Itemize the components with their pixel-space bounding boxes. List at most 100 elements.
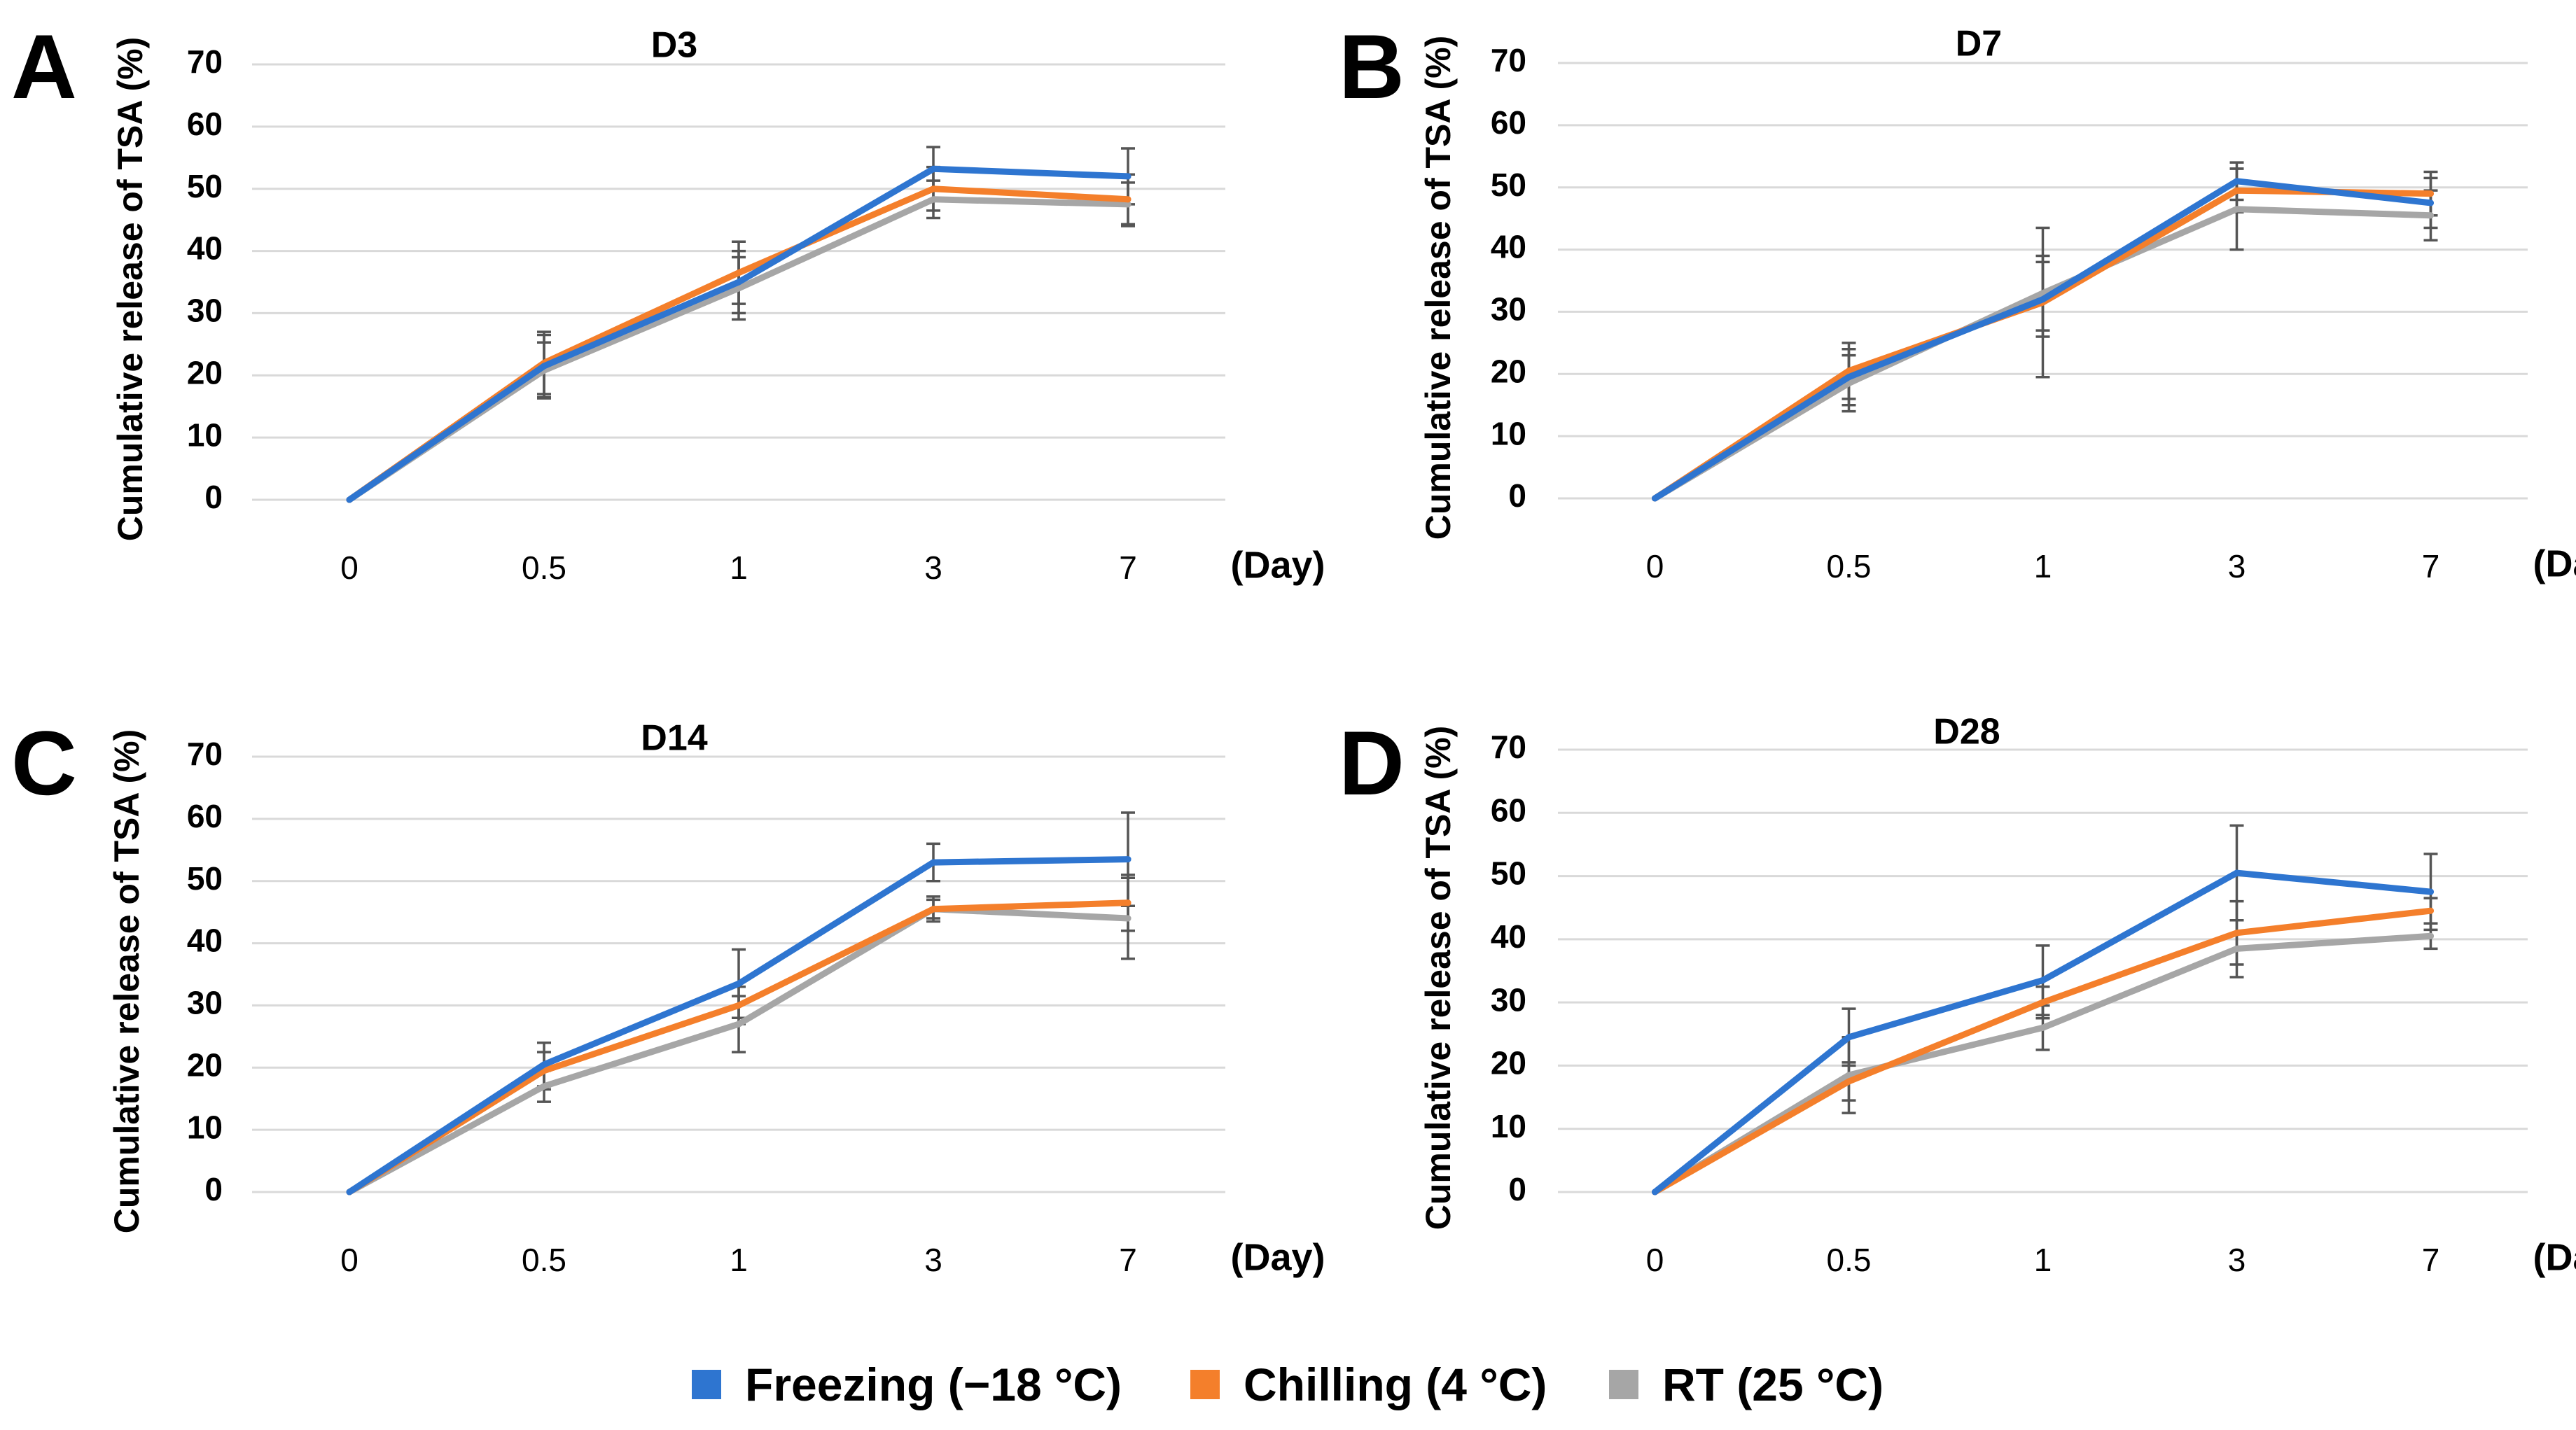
data-point-b-rt-25-c-2 bbox=[2040, 290, 2046, 297]
x-tick-label-d-7: 7 bbox=[2422, 1242, 2440, 1278]
x-tick-label-b-1: 1 bbox=[2034, 548, 2052, 584]
y-tick-label-c-30: 30 bbox=[187, 985, 223, 1021]
x-tick-label-b-3: 3 bbox=[2228, 548, 2246, 584]
data-point-d-chilling-4-c-4 bbox=[2428, 907, 2434, 914]
y-tick-label-c-70: 70 bbox=[187, 736, 223, 772]
y-tick-label-c-20: 20 bbox=[187, 1046, 223, 1083]
data-point-c-chilling-4-c-4 bbox=[1125, 899, 1132, 906]
y-tick-label-b-30: 30 bbox=[1491, 291, 1526, 328]
chart-panel-d: D D28 0 10 20 30 40 50 60 70 0 0.5 1 3 7 (Day) Cumulativ… bbox=[1339, 712, 2576, 1279]
data-point-b-freezing-18-c-4 bbox=[2428, 199, 2434, 206]
y-axis-label-b: Cumulative release of TSA (%) bbox=[1419, 36, 1458, 540]
data-point-c-chilling-4-c-2 bbox=[735, 1002, 742, 1009]
legend-swatch-rt bbox=[1609, 1370, 1638, 1399]
legend: Freezing (−18 °C) Chilling (4 °C) RT (25… bbox=[692, 1359, 1884, 1410]
x-tick-label-a-1: 1 bbox=[730, 549, 748, 586]
data-point-c-chilling-4-c-3 bbox=[930, 906, 937, 913]
legend-swatch-freezing bbox=[692, 1370, 721, 1399]
data-point-a-rt-25-c-2 bbox=[735, 285, 742, 292]
data-point-c-rt-25-c-2 bbox=[735, 1021, 742, 1028]
y-tick-label-d-50: 50 bbox=[1491, 855, 1526, 892]
legend-label-chilling: Chilling (4 °C) bbox=[1244, 1359, 1547, 1410]
y-tick-label-a-60: 60 bbox=[187, 106, 223, 142]
legend-label-freezing: Freezing (−18 °C) bbox=[745, 1359, 1122, 1410]
data-point-a-rt-25-c-3 bbox=[930, 196, 937, 203]
y-axis-label-d: Cumulative release of TSA (%) bbox=[1419, 726, 1458, 1231]
y-tick-label-b-10: 10 bbox=[1491, 415, 1526, 451]
y-tick-label-d-60: 60 bbox=[1491, 792, 1526, 828]
data-point-d-freezing-18-c-1 bbox=[1846, 1034, 1852, 1041]
data-point-b-freezing-18-c-2 bbox=[2040, 296, 2046, 303]
y-tick-label-d-0: 0 bbox=[1508, 1171, 1526, 1207]
y-axis-label-a: Cumulative release of TSA (%) bbox=[111, 37, 150, 542]
data-point-a-chilling-4-c-4 bbox=[1125, 196, 1132, 203]
data-point-a-freezing-18-c-2 bbox=[735, 279, 742, 286]
series-line-a-freezing-18-c bbox=[346, 165, 1132, 503]
data-point-a-freezing-18-c-4 bbox=[1125, 173, 1132, 180]
x-tick-label-c-1: 1 bbox=[730, 1242, 748, 1278]
chart-panel-a: A D3 0 10 20 30 40 50 60 70 0 0.5 1 3 7 (Day) Cumulative… bbox=[11, 15, 1325, 586]
chart-panel-b: B D7 0 10 20 30 40 50 60 70 0 0.5 1 3 7 (Day) Cumulative… bbox=[1339, 15, 2576, 584]
chart-title-c: D14 bbox=[641, 718, 707, 759]
x-tick-label-a-0-5: 0.5 bbox=[522, 549, 566, 586]
y-tick-label-a-10: 10 bbox=[187, 416, 223, 453]
x-tick-label-d-0-5: 0.5 bbox=[1827, 1242, 1872, 1278]
data-point-c-freezing-18-c-1 bbox=[541, 1061, 548, 1068]
legend-label-rt: RT (25 °C) bbox=[1662, 1359, 1884, 1410]
data-point-c-freezing-18-c-2 bbox=[735, 980, 742, 987]
panel-letter-c: C bbox=[11, 712, 77, 814]
x-tick-label-b-0-5: 0.5 bbox=[1827, 548, 1872, 584]
y-tick-label-d-20: 20 bbox=[1491, 1045, 1526, 1081]
data-point-b-chilling-4-c-4 bbox=[2428, 190, 2434, 197]
x-tick-label-c-7: 7 bbox=[1119, 1242, 1137, 1278]
x-tick-label-d-1: 1 bbox=[2034, 1242, 2052, 1278]
data-point-d-freezing-18-c-3 bbox=[2234, 869, 2240, 876]
x-tick-label-b-7: 7 bbox=[2422, 548, 2440, 584]
data-point-b-freezing-18-c-3 bbox=[2234, 178, 2240, 185]
data-point-a-chilling-4-c-3 bbox=[930, 185, 937, 192]
y-tick-label-b-70: 70 bbox=[1491, 42, 1526, 78]
y-tick-label-a-0: 0 bbox=[204, 479, 223, 515]
y-tick-label-b-40: 40 bbox=[1491, 229, 1526, 265]
data-point-c-freezing-18-c-3 bbox=[930, 859, 937, 866]
y-tick-label-c-40: 40 bbox=[187, 923, 223, 959]
x-tick-label-d-0: 0 bbox=[1646, 1242, 1664, 1278]
data-point-c-freezing-18-c-4 bbox=[1125, 856, 1132, 863]
x-tick-label-a-0: 0 bbox=[340, 549, 358, 586]
data-point-b-rt-25-c-4 bbox=[2428, 212, 2434, 219]
y-tick-label-a-70: 70 bbox=[187, 43, 223, 80]
y-tick-label-b-60: 60 bbox=[1491, 104, 1526, 141]
x-tick-label-a-7: 7 bbox=[1119, 549, 1137, 586]
x-tick-label-c-0-5: 0.5 bbox=[522, 1242, 566, 1278]
panel-letter-d: D bbox=[1339, 712, 1405, 814]
chart-title-b: D7 bbox=[1956, 24, 2002, 64]
y-tick-label-b-50: 50 bbox=[1491, 167, 1526, 203]
y-tick-label-a-30: 30 bbox=[187, 293, 223, 329]
data-point-d-rt-25-c-2 bbox=[2040, 1024, 2046, 1031]
data-point-a-rt-25-c-4 bbox=[1125, 201, 1132, 208]
data-point-d-chilling-4-c-3 bbox=[2234, 930, 2240, 937]
x-axis-label-c: (Day) bbox=[1230, 1236, 1325, 1278]
data-point-b-chilling-4-c-1 bbox=[1846, 367, 1852, 374]
x-tick-label-a-3: 3 bbox=[924, 549, 942, 586]
y-tick-label-b-0: 0 bbox=[1508, 477, 1526, 514]
series-line-a-chilling-4-c bbox=[346, 185, 1132, 503]
y-axis-label-c: Cumulative release of TSA (%) bbox=[107, 729, 146, 1234]
y-tick-label-c-0: 0 bbox=[204, 1171, 223, 1207]
data-point-a-freezing-18-c-1 bbox=[541, 363, 548, 370]
data-point-b-freezing-18-c-1 bbox=[1846, 374, 1852, 381]
data-point-a-chilling-4-c-2 bbox=[735, 269, 742, 276]
x-tick-label-d-3: 3 bbox=[2228, 1242, 2246, 1278]
x-tick-label-b-0: 0 bbox=[1646, 548, 1664, 584]
data-point-c-freezing-18-c-0 bbox=[346, 1189, 353, 1196]
y-tick-label-a-40: 40 bbox=[187, 230, 223, 267]
data-point-b-rt-25-c-3 bbox=[2234, 206, 2240, 213]
panel-letter-a: A bbox=[11, 15, 77, 118]
chart-title-d: D28 bbox=[1933, 712, 2000, 752]
data-point-a-freezing-18-c-0 bbox=[346, 496, 353, 503]
data-point-d-rt-25-c-1 bbox=[1846, 1072, 1852, 1079]
x-axis-label-a: (Day) bbox=[1230, 544, 1325, 586]
y-tick-label-b-20: 20 bbox=[1491, 353, 1526, 389]
